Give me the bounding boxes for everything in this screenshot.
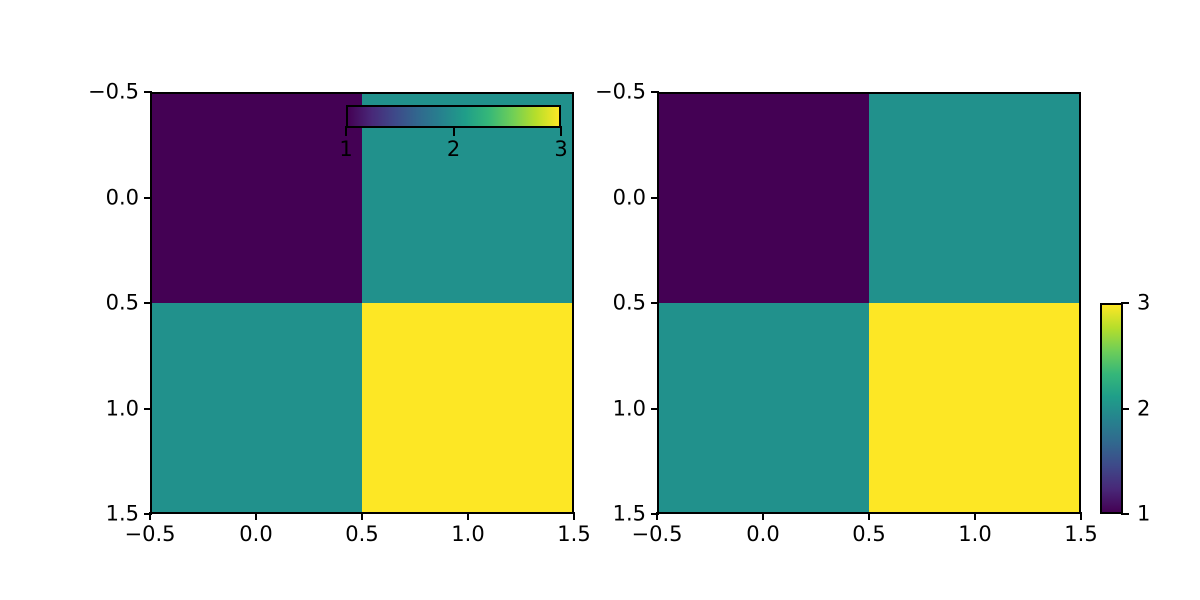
colorbar-tick-label: 3 (1137, 290, 1151, 315)
x-tick-label: −0.5 (124, 522, 176, 546)
heatmap-cell (869, 303, 1079, 512)
x-tick-label: 0.5 (852, 522, 886, 546)
heatmap-cell (362, 303, 572, 512)
heatmap-cell (869, 94, 1079, 303)
colorbar-tick (452, 126, 455, 136)
y-tick-label: 1.0 (612, 396, 646, 420)
x-tick-label: 1.0 (958, 522, 992, 546)
colorbar-tick (560, 126, 562, 136)
heatmap-cell (152, 94, 362, 303)
y-tick (651, 513, 659, 515)
vertical-colorbar: 3 2 1 (1100, 292, 1150, 524)
colorbar-tick-label: 1 (339, 137, 353, 161)
x-tick-label: 0.5 (345, 522, 379, 546)
heatmap-cell (152, 303, 362, 512)
colorbar-tick-label: 3 (554, 137, 568, 161)
colorbar-tick (345, 126, 347, 136)
left-heatmap (152, 94, 572, 512)
y-tick-label: −0.5 (88, 79, 139, 104)
y-tick-label: 0.0 (105, 185, 139, 209)
y-tick-label: 1.0 (105, 396, 139, 420)
x-tick (974, 512, 976, 520)
heatmap-cell (659, 94, 869, 303)
inset-horizontal-colorbar: 1 2 3 (339, 105, 568, 160)
x-tick (762, 512, 764, 520)
y-tick (651, 302, 659, 304)
y-tick-label: 0.5 (105, 290, 139, 315)
y-tick (144, 302, 152, 304)
y-tick (651, 196, 659, 199)
x-tick-label: 1.0 (451, 522, 485, 546)
x-tick-label: 1.5 (1064, 522, 1098, 546)
x-tick (656, 512, 658, 520)
heatmap-cell (362, 94, 572, 303)
x-tick-label: 0.0 (746, 522, 780, 546)
y-tick (651, 91, 659, 93)
colorbar-tick-label: 2 (1137, 396, 1151, 420)
x-tick (573, 512, 575, 520)
y-tick-label: 0.5 (612, 290, 646, 315)
y-tick-label: 0.0 (612, 185, 646, 209)
x-tick (1080, 512, 1082, 520)
y-tick-label: 1.5 (612, 501, 646, 526)
right-heatmap (659, 94, 1079, 512)
x-tick-label: 0.0 (239, 522, 273, 546)
y-tick-label: 1.5 (105, 501, 139, 526)
x-tick (149, 512, 151, 520)
y-tick (144, 196, 152, 199)
x-tick (361, 512, 363, 520)
y-tick (144, 513, 152, 515)
y-tick (651, 407, 659, 410)
y-tick (144, 91, 152, 93)
x-tick (467, 512, 469, 520)
heatmap-cell (659, 303, 869, 512)
x-tick (255, 512, 257, 520)
x-tick-label: 1.5 (557, 522, 591, 546)
y-tick (144, 407, 152, 410)
colorbar-tick (1121, 302, 1129, 304)
colorbar-tick-label: 1 (1137, 501, 1151, 526)
colorbar-tick (1121, 513, 1129, 515)
colorbar-tick-label: 2 (446, 137, 461, 161)
right-heatmap-axes: −0.5 0.0 0.5 1.0 1.5 −0.5 0.0 0.5 1.0 1.… (595, 81, 1098, 545)
x-tick (868, 512, 870, 520)
y-tick-label: −0.5 (595, 79, 646, 104)
x-tick-label: −0.5 (631, 522, 683, 546)
left-heatmap-axes: −0.5 0.0 0.5 1.0 1.5 −0.5 0.0 0.5 1.0 1.… (88, 81, 591, 545)
colorbar-tick (1121, 407, 1129, 410)
